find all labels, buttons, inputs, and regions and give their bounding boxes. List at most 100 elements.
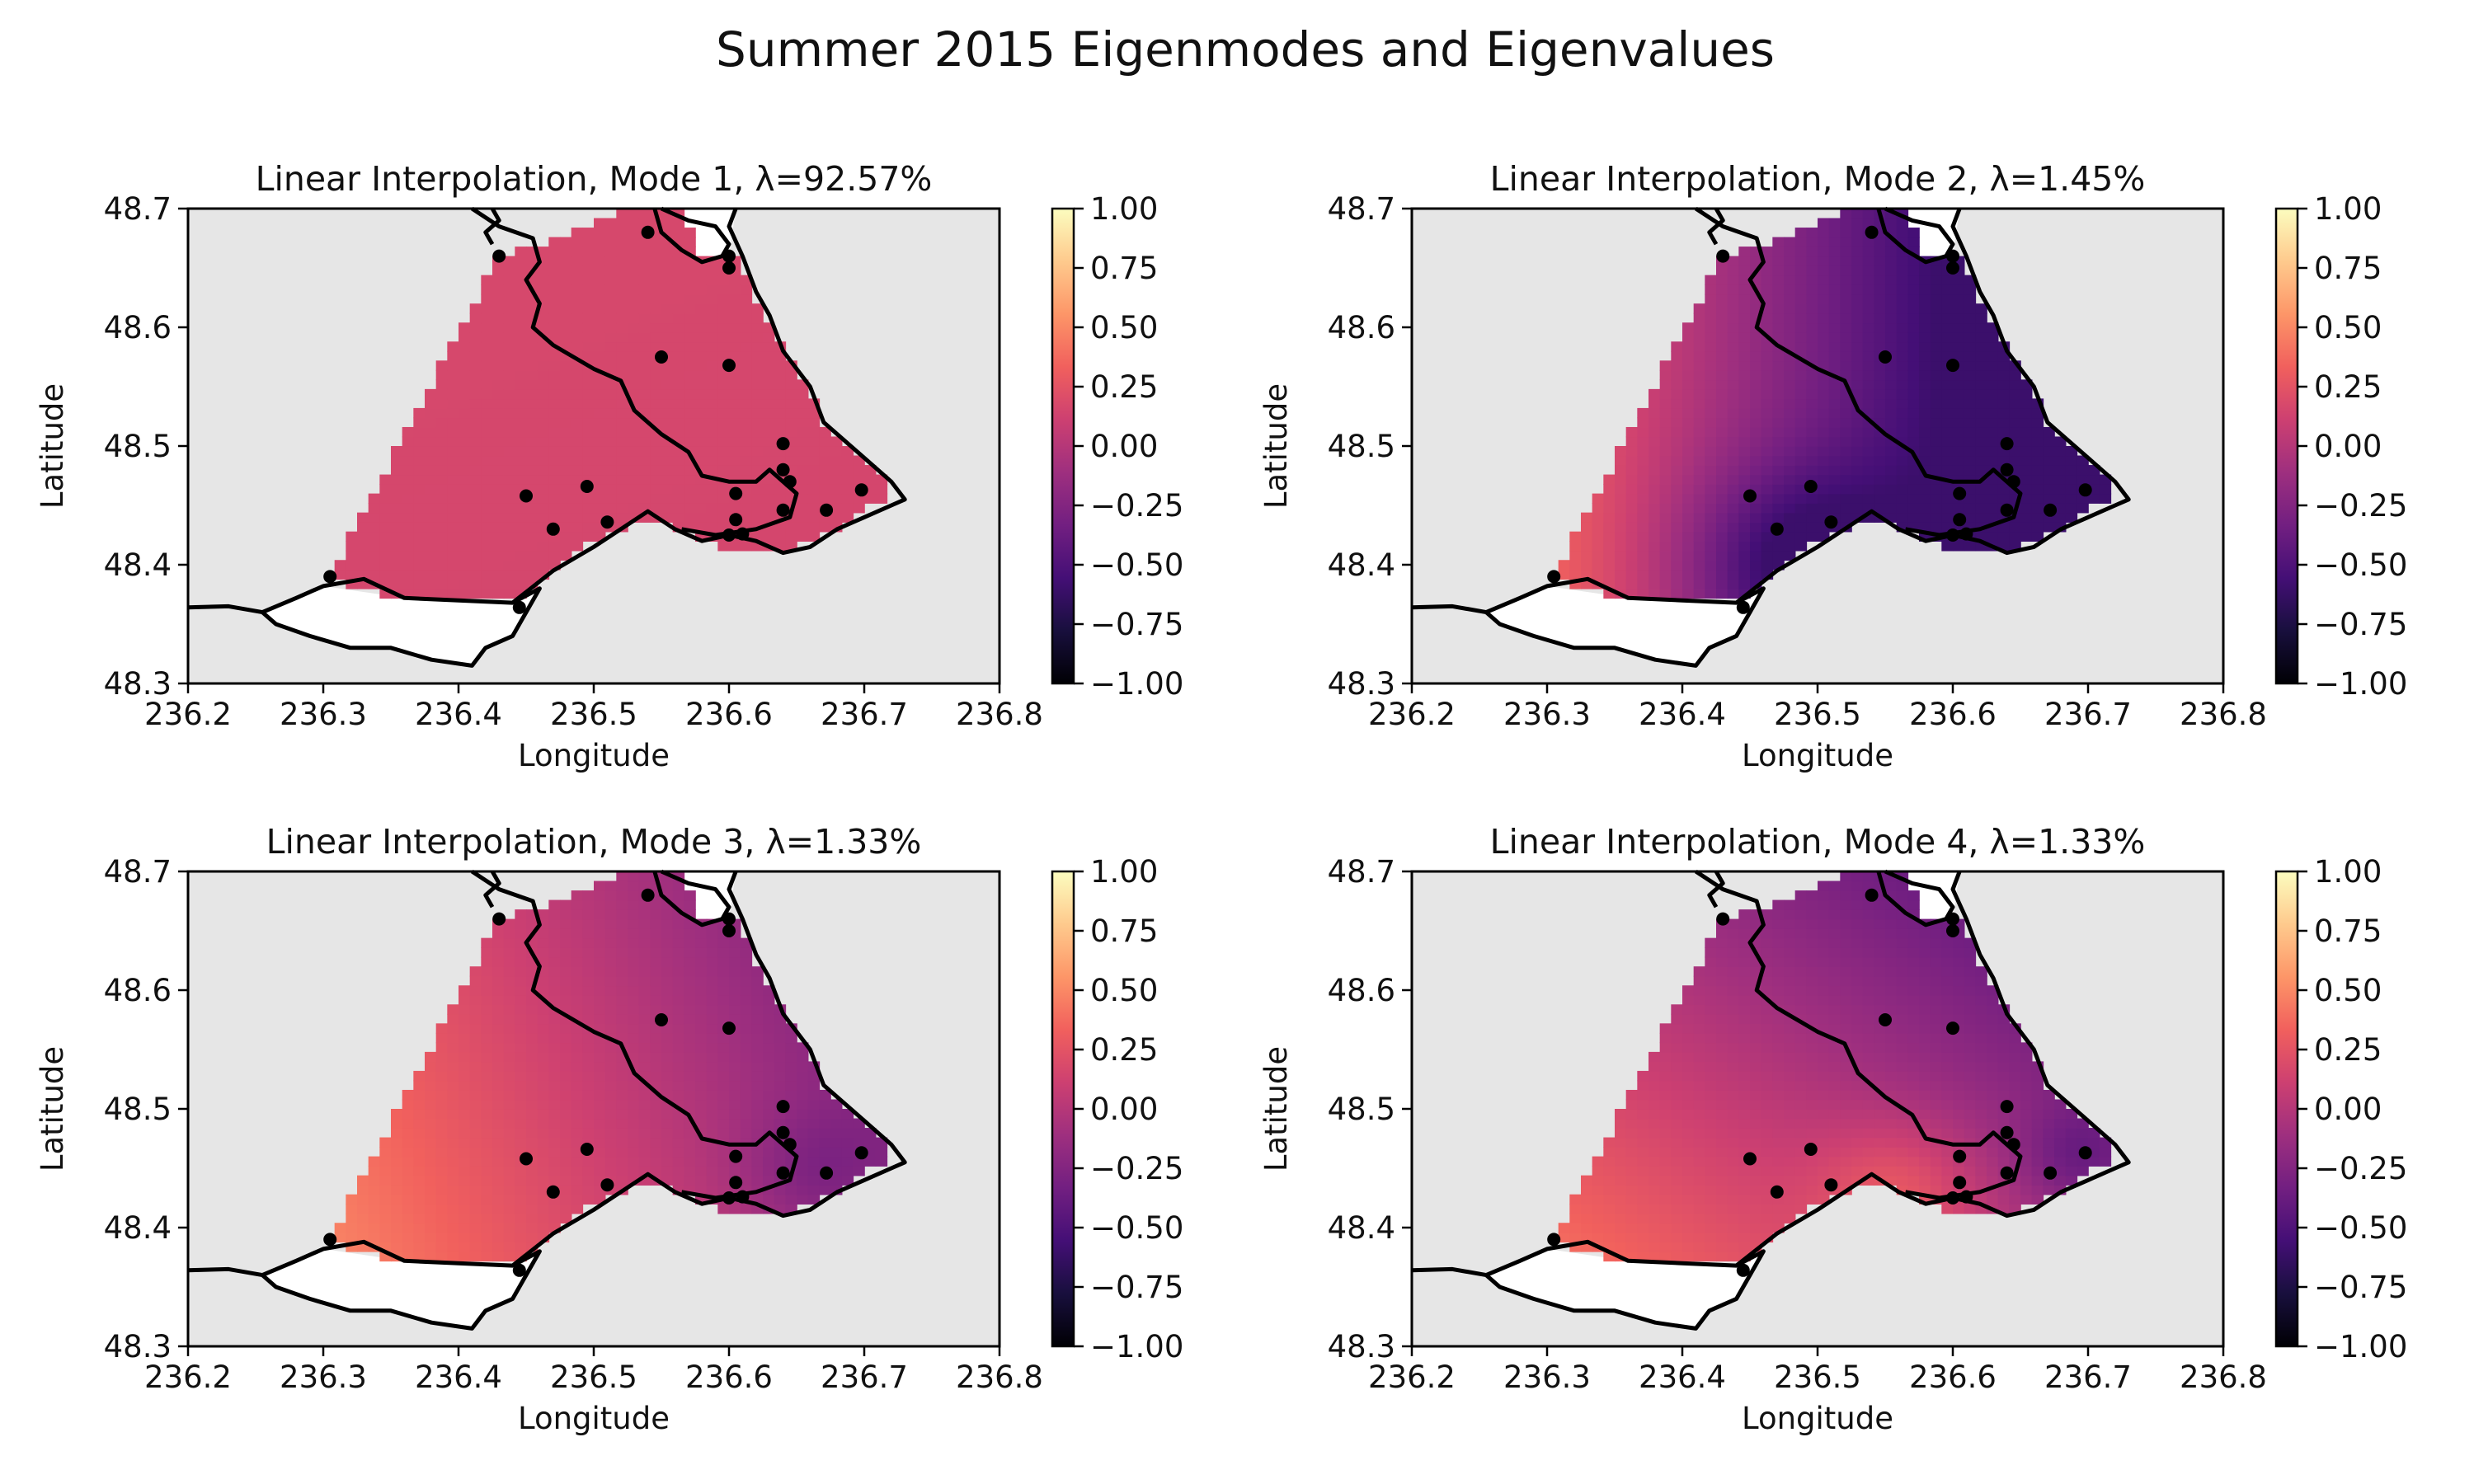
heatmap-cell [447, 579, 459, 589]
heatmap-cell [797, 1147, 809, 1158]
heatmap-cell [628, 369, 640, 381]
heatmap-cell [481, 975, 493, 987]
heatmap-cell [1987, 1023, 1999, 1034]
heatmap-cell [402, 474, 415, 485]
heatmap-cell [537, 909, 550, 920]
heatmap-cell [1682, 1128, 1695, 1139]
heatmap-cell [1625, 522, 1639, 533]
heatmap-cell [571, 994, 584, 1006]
heatmap-cell [1637, 493, 1649, 504]
heatmap-cell [1727, 294, 1740, 304]
heatmap-cell [695, 284, 708, 295]
heatmap-cell [548, 928, 561, 939]
heatmap-cell [515, 1185, 527, 1195]
heatmap-cell [391, 1223, 403, 1233]
heatmap-cell [1649, 1147, 1661, 1158]
heatmap-cell [492, 1175, 505, 1186]
heatmap-cell [425, 455, 437, 466]
heatmap-cell [1784, 312, 1796, 324]
heatmap-cell [1964, 1156, 1977, 1167]
heatmap-cell [684, 1032, 696, 1044]
heatmap-cell [1862, 994, 1875, 1006]
heatmap-cell [1953, 426, 1965, 438]
heatmap-cell [515, 1099, 527, 1110]
heatmap-cell [830, 1137, 843, 1148]
heatmap-cell [1840, 436, 1852, 447]
heatmap-cell [1818, 312, 1830, 324]
heatmap-cell [447, 360, 459, 371]
heatmap-cell [1727, 1109, 1740, 1120]
heatmap-cell [413, 550, 426, 561]
heatmap-cell [1987, 1004, 1999, 1015]
heatmap-cell [560, 928, 572, 939]
heatmap-cell [1784, 436, 1796, 447]
heatmap-cell [751, 322, 764, 333]
heatmap-cell [503, 398, 516, 409]
heatmap-cell [1693, 455, 1706, 466]
heatmap-cell [1581, 569, 1593, 580]
heatmap-cell [819, 1156, 831, 1167]
heatmap-cell [459, 1051, 471, 1063]
heatmap-cell [1772, 493, 1785, 504]
heatmap-cell [346, 550, 358, 561]
heatmap-cell [1761, 426, 1774, 438]
heatmap-cell [1682, 1109, 1695, 1120]
heatmap-cell [1851, 937, 1864, 948]
heatmap-cell [1818, 881, 1830, 891]
heatmap-cell [459, 1175, 471, 1186]
heatmap-cell [1885, 455, 1898, 466]
heatmap-cell [1671, 522, 1683, 533]
heatmap-cell [1862, 237, 1875, 247]
heatmap-cell [379, 1175, 392, 1186]
heatmap-cell [628, 228, 640, 238]
heatmap-cell [1727, 312, 1740, 324]
heatmap-cell [1840, 947, 1852, 958]
heatmap-cell [334, 1232, 347, 1243]
heatmap-cell [1750, 1051, 1762, 1063]
heatmap-cell [695, 1023, 708, 1034]
heatmap-cell [1806, 966, 1818, 977]
heatmap-cell [1794, 1099, 1808, 1110]
heatmap-cell [1851, 1137, 1864, 1148]
heatmap-cell [1851, 890, 1864, 901]
heatmap-cell [1682, 388, 1695, 400]
heatmap-cell [1592, 550, 1605, 561]
heatmap-cell [628, 446, 640, 457]
heatmap-cell [571, 890, 584, 901]
heatmap-cell [492, 1004, 505, 1015]
heatmap-cell [661, 493, 674, 504]
heatmap-cell [751, 455, 764, 466]
heatmap-cell [1885, 881, 1898, 891]
heatmap-cell [661, 1032, 674, 1044]
heatmap-cell [481, 1251, 493, 1262]
heatmap-cell [1671, 1013, 1683, 1025]
heatmap-cell [1975, 1175, 1987, 1186]
heatmap-cell [661, 1070, 674, 1082]
heatmap-cell [2031, 512, 2044, 523]
heatmap-cell [1794, 503, 1808, 514]
heatmap-cell [797, 455, 809, 466]
heatmap-cell [582, 1194, 595, 1205]
heatmap-cell [1851, 909, 1864, 920]
heatmap-cell [763, 1070, 775, 1082]
heatmap-cell [1885, 417, 1898, 428]
heatmap-cell [1693, 1004, 1706, 1015]
heatmap-cell [560, 909, 572, 920]
heatmap-cell [1851, 331, 1864, 343]
heatmap-cell [604, 237, 618, 247]
heatmap-cell [740, 994, 753, 1006]
heatmap-cell [515, 1118, 527, 1129]
heatmap-cell [1671, 1118, 1683, 1129]
heatmap-cell [1581, 1175, 1593, 1186]
heatmap-cell [1772, 1080, 1785, 1091]
heatmap-cell [537, 541, 550, 552]
heatmap-cell [594, 1070, 606, 1082]
heatmap-cell [1851, 493, 1864, 504]
heatmap-cell [413, 560, 426, 571]
heatmap-cell [661, 484, 674, 495]
heatmap-cell [1874, 928, 1886, 939]
heatmap-cell [1840, 985, 1852, 996]
heatmap-cell [1705, 1147, 1717, 1158]
heatmap-cell [1558, 569, 1571, 580]
heatmap-cell [1592, 1204, 1605, 1214]
